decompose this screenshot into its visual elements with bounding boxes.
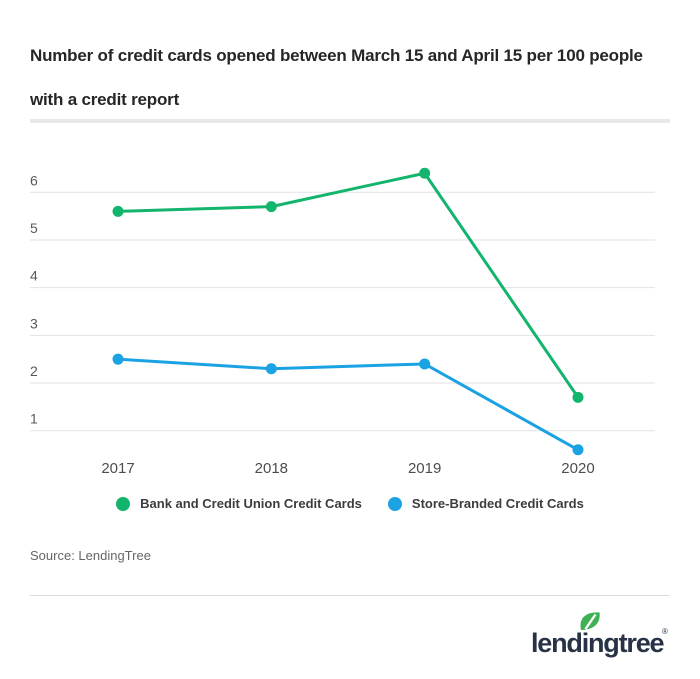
lendingtree-logo-graphic: lendingtree ® (531, 612, 668, 658)
legend-item: Bank and Credit Union Credit Cards (116, 496, 362, 511)
legend-dot-icon (387, 496, 402, 511)
y-axis-tick-label: 1 (30, 411, 38, 427)
legend-dot-icon (116, 496, 131, 511)
data-point (572, 444, 584, 456)
legend-item: Store-Branded Credit Cards (387, 496, 584, 511)
title-divider (30, 119, 670, 123)
x-axis-tick-label: 2017 (101, 460, 134, 477)
lendingtree-logo: lendingtree ® (525, 608, 675, 660)
logo-text: lendingtree (531, 628, 665, 658)
source-note: Source: LendingTree (30, 548, 151, 563)
legend-label: Store-Branded Credit Cards (411, 496, 584, 511)
data-point (265, 201, 277, 213)
data-point (572, 391, 584, 403)
series-line (116, 357, 580, 452)
chart-title: Number of credit cards opened between Ma… (30, 46, 643, 109)
data-point (112, 205, 124, 217)
data-point (265, 363, 277, 375)
leaf-icon (580, 612, 600, 630)
data-point (112, 353, 124, 365)
y-axis-tick-label: 5 (30, 220, 38, 236)
registered-trademark: ® (662, 627, 668, 636)
legend: Bank and Credit Union Credit Cards Store-… (0, 496, 700, 511)
y-axis-tick-label: 2 (30, 363, 38, 379)
x-axis-tick-label: 2020 (561, 460, 594, 477)
series-line (116, 171, 580, 399)
y-axis-tick-label: 6 (30, 172, 38, 188)
x-axis-tick-label: 2018 (255, 460, 288, 477)
legend-label: Bank and Credit Union Credit Cards (140, 496, 362, 511)
x-axis-tick-label: 2019 (408, 460, 441, 477)
data-point (419, 167, 431, 179)
y-axis-tick-label: 3 (30, 315, 38, 331)
y-axis-tick-label: 4 (30, 268, 38, 284)
footer-divider (30, 595, 670, 596)
data-point (419, 358, 431, 370)
